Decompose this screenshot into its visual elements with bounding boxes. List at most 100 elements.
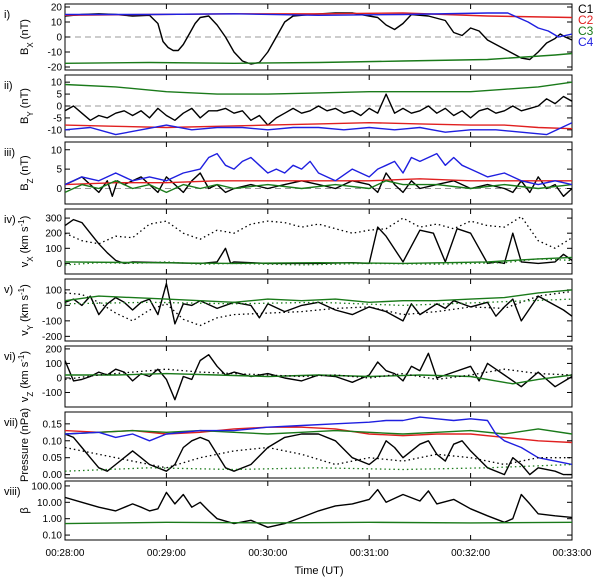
panel-5-ylabel: vY (km s-1) — [17, 284, 35, 336]
x-tick-label: 00:32:00 — [451, 548, 490, 559]
panel-6-label: vi) — [4, 351, 16, 363]
panel-5-ytick-label: -100 — [42, 316, 62, 327]
panel-2-series-c4 — [65, 122, 572, 136]
x-tick-label: 00:30:00 — [248, 548, 287, 559]
panel-1-ytick-label: 10 — [51, 18, 63, 29]
panel-5-ytick-label: 0 — [56, 301, 62, 312]
panel-7-series-c1-dotted- — [65, 446, 572, 469]
panel-5-series-c3 — [65, 289, 572, 303]
panel-3-label: iii) — [4, 147, 15, 159]
panel-7-ylabel: Pressure (nPa) — [19, 408, 31, 482]
panel-6-ytick-label: 200 — [45, 344, 62, 355]
panel-2-ytick-label: 10 — [51, 78, 63, 89]
panel-7: 0.00 0.05 0.10 0.15 vii) Pressure (nPa) — [4, 408, 573, 482]
panel-4-series-c3-dotted- — [65, 258, 572, 266]
panel-5-frame — [64, 278, 573, 342]
legend-item-c2: C2 — [578, 13, 594, 27]
panel-7-ytick-label: 0.10 — [43, 436, 63, 447]
panel-7-series-c4 — [65, 416, 572, 466]
panel-5-ytick-label: 100 — [45, 285, 62, 296]
panel-8-frame — [64, 480, 573, 541]
panel-6-ytick-label: 100 — [45, 359, 62, 370]
panel-3-ytick-label: 10 — [51, 145, 63, 156]
panel-5-ytick-label: -200 — [42, 332, 62, 343]
panel-8: 0.10 1.00 10.00 100.00 viii) β — [4, 480, 573, 542]
x-axis: Time (UT) 00:28:00 00:29:00 00:30:00 00:31:… — [46, 548, 592, 577]
panel-5-series-c1 — [65, 282, 572, 325]
panel-2-ytick-label: 0 — [56, 102, 62, 113]
panel-6: -100 0 100 200 vi)vZ (km s-1) — [4, 344, 573, 408]
panel-5-label: v) — [4, 284, 13, 296]
panel-6-ylabel: vZ (km s-1) — [17, 351, 35, 402]
panel-4-ytick-label: 200 — [45, 229, 62, 240]
panel-8-label: viii) — [4, 486, 21, 498]
panel-2-label: ii) — [4, 80, 13, 92]
panel-8-ylabel: β — [19, 507, 31, 513]
panel-1-ytick-label: 0 — [56, 33, 62, 44]
panel-7-frame — [64, 411, 573, 479]
panel-7-ytick-label: 0.05 — [43, 453, 63, 464]
panel-3-series-c3 — [65, 180, 572, 194]
panel-1: -20 -10 0 10 20 i) BX (nT) — [4, 3, 573, 74]
panel-4: 0 100 200 300 iv)vX (km s-1) — [4, 208, 573, 275]
panel-8-ytick-label: 100.00 — [31, 481, 62, 492]
panel-6-series-c3 — [65, 372, 572, 385]
panel-7-series-c3 — [65, 428, 572, 435]
panel-3-ytick-label: 0 — [56, 184, 62, 195]
panel-2-ytick-label: -10 — [48, 125, 63, 136]
panel-8-series-c1 — [65, 488, 572, 528]
panel-6-ytick-label: 0 — [56, 373, 62, 384]
panel-2-series-c1 — [65, 93, 572, 126]
panel-1-ytick-label: 20 — [51, 3, 63, 14]
panel-7-ytick-label: 0.15 — [43, 419, 63, 430]
panel-4-frame — [64, 208, 573, 275]
panel-3-series-c2 — [65, 178, 572, 186]
panel-3-series-c4 — [65, 152, 572, 186]
x-tick-label: 00:28:00 — [46, 548, 85, 559]
panel-4-series-c3 — [65, 256, 572, 265]
panel-3-ytick-label: 5 — [56, 165, 62, 176]
x-tick-label: 00:31:00 — [350, 548, 389, 559]
panel-1-ytick-label: -10 — [48, 48, 63, 59]
panel-7-ytick-label: 0.00 — [43, 470, 63, 481]
panel-7-series-c3-dotted- — [65, 463, 572, 472]
panel-1-ylabel: BX (nT) — [19, 19, 35, 55]
panel-2-ytick-label: 5 — [56, 90, 62, 101]
legend-item-c4: C4 — [578, 35, 594, 49]
panel-4-ytick-label: 0 — [56, 259, 62, 270]
panel-1-series-c1 — [65, 12, 572, 65]
panel-6-series-c1 — [65, 352, 572, 401]
panel-8-series-c3 — [65, 521, 572, 525]
panel-4-ytick-label: 300 — [45, 214, 62, 225]
panel-4-label: iv) — [4, 214, 16, 226]
x-axis-title: Time (UT) — [294, 565, 343, 577]
panel-8-ytick-label: 10.00 — [37, 498, 62, 509]
panel-4-ylabel: vX (km s-1) — [17, 216, 35, 268]
panel-7-series-c2 — [65, 426, 572, 444]
panel-3-frame — [64, 141, 573, 205]
legend-item-c3: C3 — [578, 24, 594, 38]
panel-5-series-c1-dotted- — [65, 290, 572, 327]
panel-2-ylabel: BY (nT) — [19, 88, 35, 124]
panel-2-ytick-label: -5 — [53, 113, 62, 124]
panel-8-ytick-label: 1.00 — [43, 514, 63, 525]
x-tick-label: 00:33:00 — [553, 548, 592, 559]
panel-1-ytick-label: -20 — [48, 63, 63, 74]
panel-2-series-c3 — [65, 81, 572, 95]
panel-6-ytick-label: -100 — [42, 388, 62, 399]
panel-1-label: i) — [4, 9, 10, 21]
panel-3-series-c1 — [65, 172, 572, 198]
panel-1-series-c4 — [65, 12, 572, 38]
panel-6-frame — [64, 345, 573, 408]
panel-3: 0 5 10 iii) BZ (nT) — [4, 141, 573, 205]
legend-item-c1: C1 — [578, 2, 594, 16]
panel-7-label: vii) — [4, 417, 18, 429]
panel-1-series-c3 — [65, 52, 572, 64]
panel-4-ytick-label: 100 — [45, 244, 62, 255]
panel-3-ylabel: BZ (nT) — [19, 155, 35, 190]
panel-5: -200 -100 0 100 v) vY (km s-1) — [4, 278, 573, 343]
